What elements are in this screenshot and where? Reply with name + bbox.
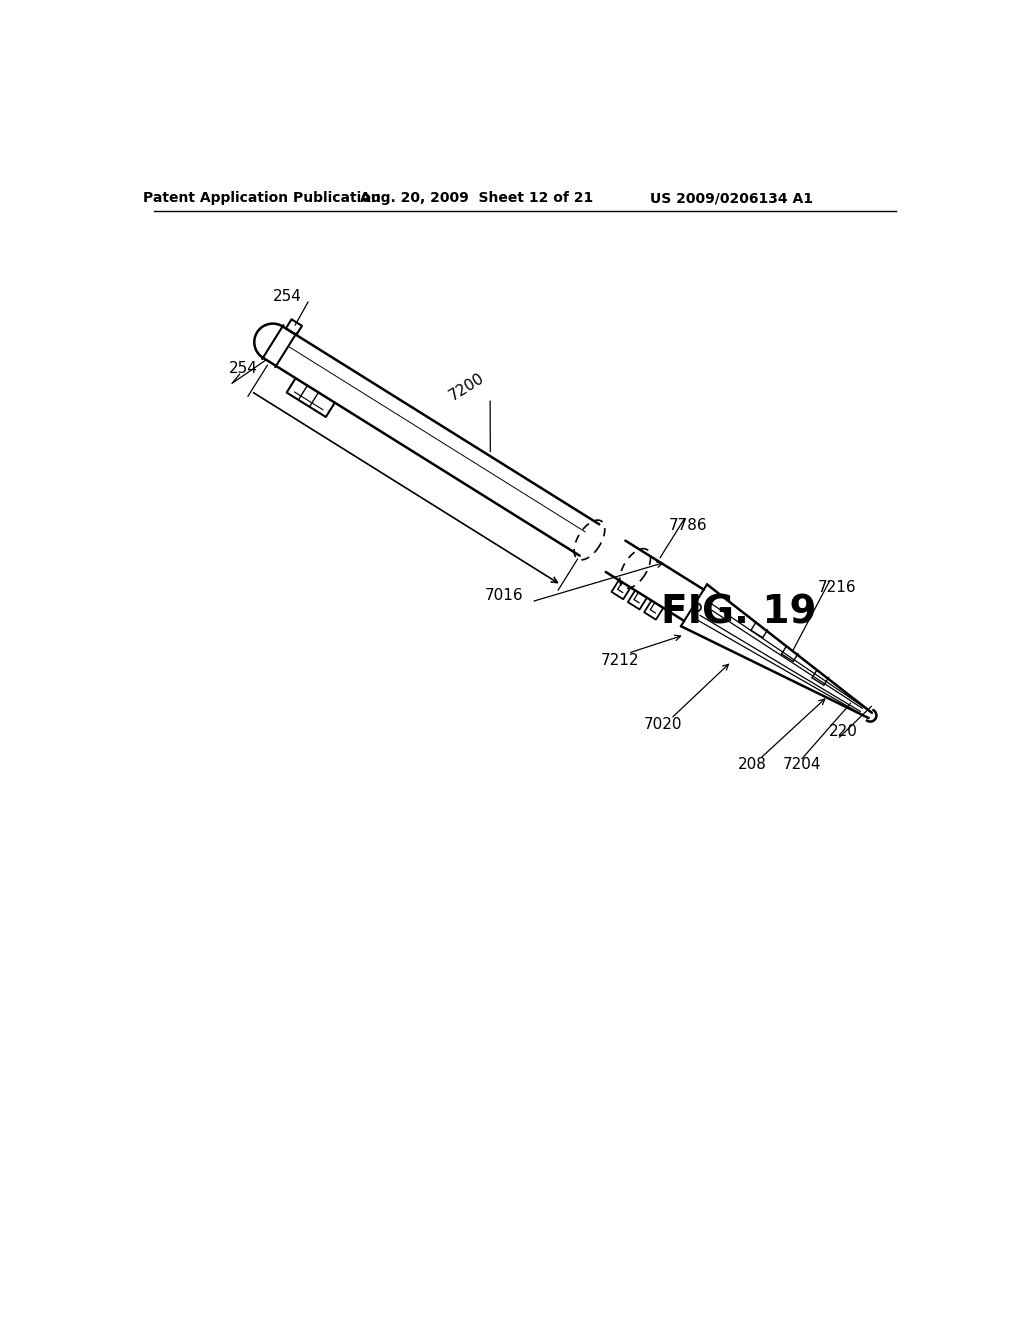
Text: 208: 208 [738,758,767,772]
Text: FIG. 19: FIG. 19 [662,594,816,632]
Text: 7016: 7016 [485,589,523,603]
Text: 254: 254 [229,360,258,376]
Text: 254: 254 [272,289,302,304]
Text: 7212: 7212 [601,653,640,668]
Text: Patent Application Publication: Patent Application Publication [142,191,380,206]
Text: 7204: 7204 [782,758,821,772]
Text: 7020: 7020 [644,718,682,733]
Text: 7216: 7216 [818,579,856,595]
Text: US 2009/0206134 A1: US 2009/0206134 A1 [649,191,813,206]
Text: 7786: 7786 [669,517,708,532]
Text: Aug. 20, 2009  Sheet 12 of 21: Aug. 20, 2009 Sheet 12 of 21 [360,191,594,206]
Text: 7200: 7200 [446,371,487,404]
Text: 220: 220 [828,723,858,739]
